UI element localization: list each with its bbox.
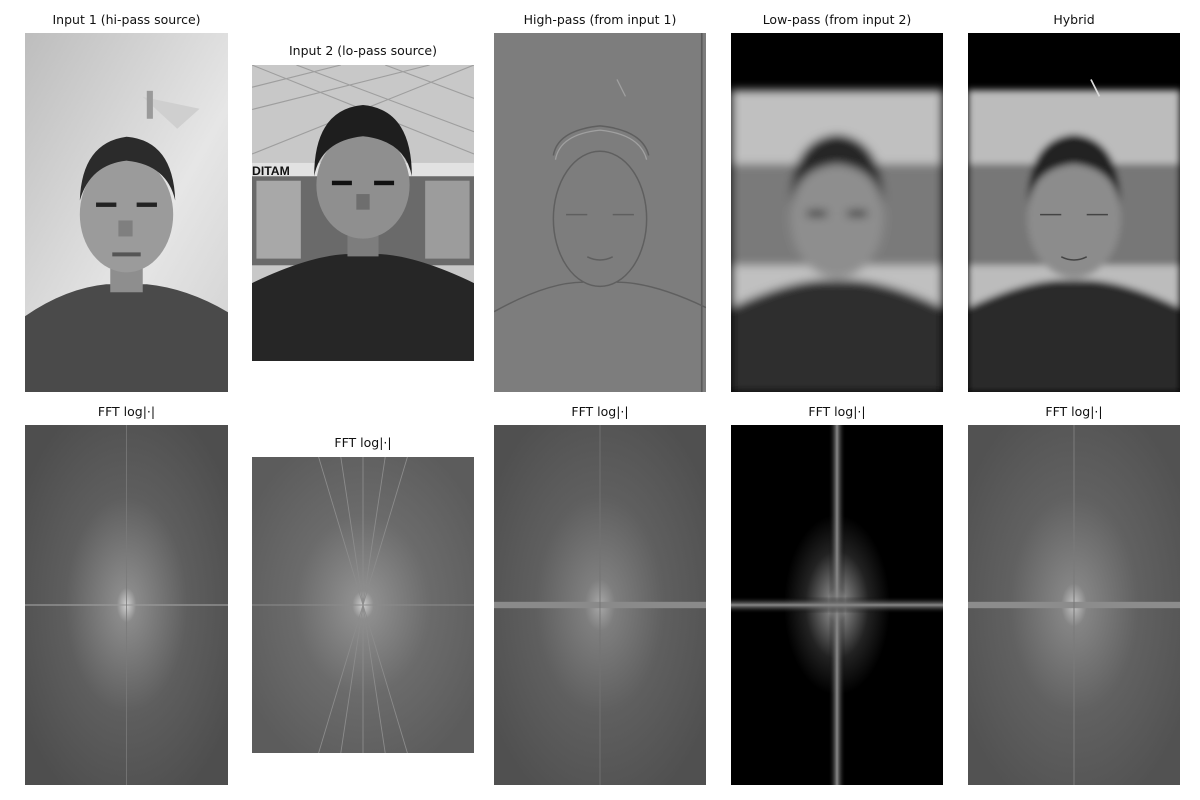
panel-title: FFT log|·| [808, 404, 866, 419]
fft-hybrid-image [968, 425, 1180, 785]
hybrid-image [968, 33, 1180, 392]
panel-title: Hybrid [1053, 12, 1095, 27]
fft-high-pass-image [494, 425, 706, 785]
sign-text: DITAM [252, 164, 290, 178]
panel-fft-low-pass: FFT log|·| [731, 404, 943, 785]
panel-title: FFT log|·| [571, 404, 629, 419]
panel-hybrid: Hybrid [968, 12, 1180, 392]
panel-fft-high-pass: FFT log|·| [494, 404, 706, 785]
low-pass-image [731, 33, 943, 392]
panel-title: FFT log|·| [334, 435, 392, 450]
fft-input-2-image [252, 457, 474, 753]
panel-input-2: Input 2 (lo-pass source) DITAM [252, 43, 474, 361]
panel-title: FFT log|·| [1045, 404, 1103, 419]
panel-fft-input-2: FFT log|·| [252, 435, 474, 753]
panel-title: FFT log|·| [97, 404, 156, 419]
high-pass-image [494, 33, 706, 392]
fft-input-1-image [25, 425, 228, 785]
panel-title: Input 2 (lo-pass source) [289, 43, 437, 58]
panel-title: Low-pass (from input 2) [762, 12, 912, 27]
panel-high-pass: High-pass (from input 1) [494, 12, 706, 392]
input-1-image [25, 33, 228, 392]
panel-input-1: Input 1 (hi-pass source) [25, 12, 228, 392]
input-2-image: DITAM [252, 65, 474, 361]
panel-fft-hybrid: FFT log|·| [968, 404, 1180, 785]
panel-fft-input-1: FFT log|·| [25, 404, 228, 785]
fft-low-pass-image [731, 425, 943, 785]
panel-low-pass: Low-pass (from input 2) [731, 12, 943, 392]
panel-title: Input 1 (hi-pass source) [52, 12, 201, 27]
panel-title: High-pass (from input 1) [523, 12, 677, 27]
